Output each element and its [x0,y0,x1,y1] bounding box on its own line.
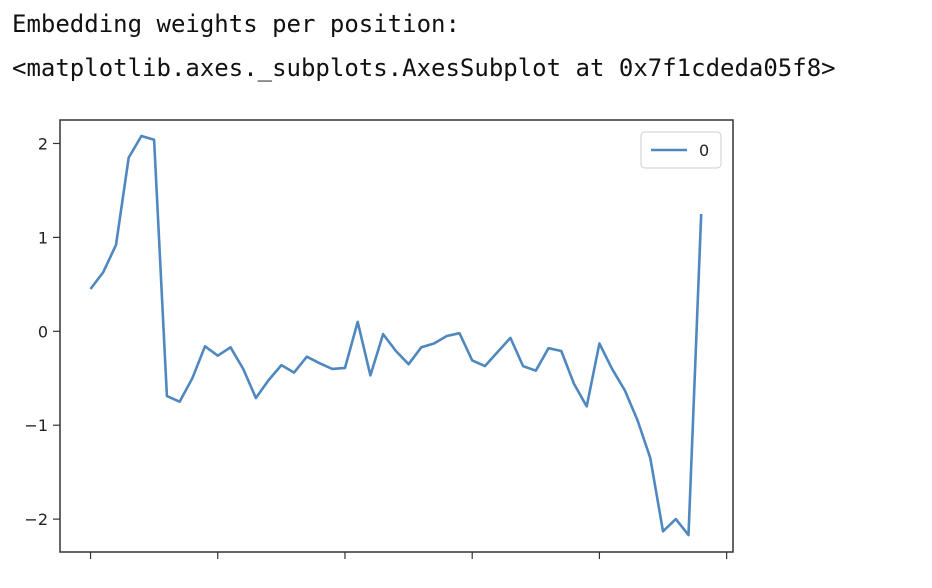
y-tick-label: 0 [38,322,48,341]
y-tick-label: −1 [24,416,48,435]
legend-label: 0 [699,141,709,160]
output-text-repr: <matplotlib.axes._subplots.AxesSubplot a… [12,54,836,82]
x-axis [89,552,728,559]
y-tick-label: 1 [38,228,48,247]
legend: 0 [640,131,722,169]
axes-frame [59,119,734,553]
y-tick-label: −2 [24,510,48,529]
series-line-0 [89,134,703,537]
line-chart: 2 1 0 −1 −2 0 [24,119,734,559]
y-axis: 2 1 0 −1 −2 [24,134,60,529]
y-tick-label: 2 [38,134,48,153]
output-text-heading: Embedding weights per position: [12,10,460,38]
plot-area: 2 1 0 −1 −2 0 [24,119,734,559]
